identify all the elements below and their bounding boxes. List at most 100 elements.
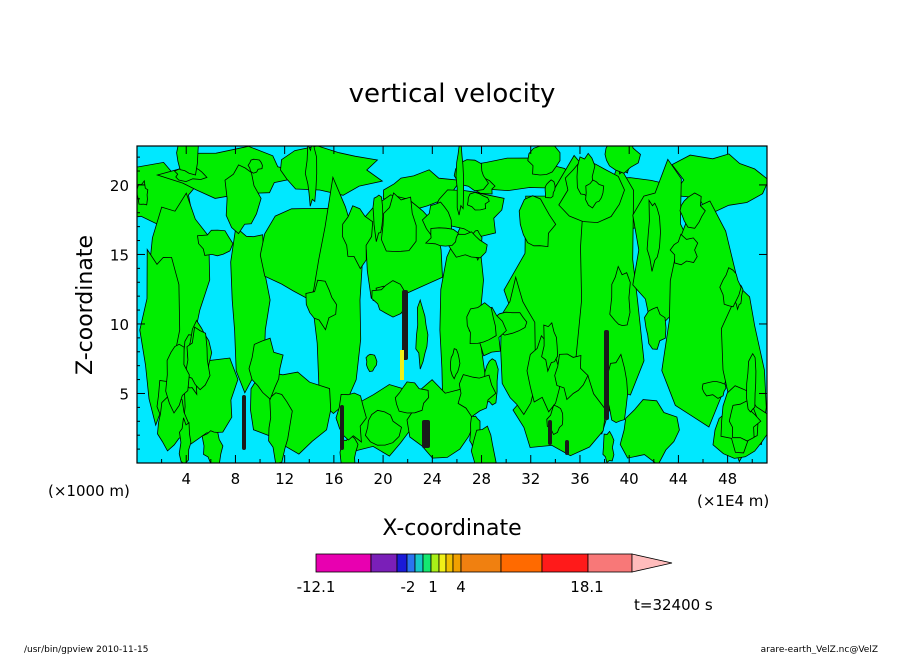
time-label: t=32400 s <box>634 596 713 614</box>
y-tick-label: 15 <box>110 246 129 264</box>
positive-region <box>679 192 706 229</box>
positive-region <box>604 146 641 174</box>
strong-updraft <box>402 290 408 360</box>
x-tick-label: 8 <box>231 470 241 488</box>
positive-region <box>165 343 190 414</box>
positive-region <box>644 306 667 350</box>
x-tick-label: 32 <box>521 470 540 488</box>
positive-region <box>339 434 359 463</box>
positive-region <box>176 146 199 176</box>
colorbar-segment <box>396 553 408 573</box>
positive-region <box>719 267 742 308</box>
y-tick-label: 20 <box>110 177 129 195</box>
colorbar-extend-arrow <box>631 553 673 573</box>
colorbar-label-max: 18.1 <box>570 578 603 596</box>
strong-updraft <box>242 395 246 450</box>
positive-region <box>371 280 407 318</box>
chart-title: vertical velocity <box>349 79 556 109</box>
positive-region <box>178 417 192 463</box>
positive-region <box>365 353 378 373</box>
positive-region <box>669 233 699 266</box>
positive-region <box>701 381 727 399</box>
colorbar-label-neg2: -2 <box>401 578 416 596</box>
x-axis-title: X-coordinate <box>382 516 521 541</box>
positive-region <box>541 321 559 373</box>
x-axis: 4 8 12 16 20 24 28 32 36 40 44 48 <box>161 146 753 488</box>
x-tick-label: 24 <box>423 470 442 488</box>
positive-region <box>619 399 680 463</box>
positive-region <box>394 381 429 414</box>
colorbar-segment <box>370 553 398 573</box>
positive-region <box>500 275 537 416</box>
x-tick-label: 28 <box>472 470 491 488</box>
y-tick-label: 10 <box>110 316 129 334</box>
positive-region <box>268 392 293 463</box>
colorbar-segment <box>587 553 633 573</box>
positive-region <box>304 146 318 207</box>
positive-region <box>201 430 224 463</box>
colorbar-segment <box>422 553 432 573</box>
colorbar-segment <box>460 553 502 573</box>
positive-region <box>554 353 589 401</box>
velocity-field <box>137 146 767 463</box>
positive-region <box>470 425 497 463</box>
positive-region <box>415 298 429 370</box>
colorbar-label-4: 4 <box>456 578 466 596</box>
x-unit-left: (×1000 m) <box>48 482 130 500</box>
strong-updraft <box>340 405 344 450</box>
colorbar-segment <box>541 553 589 573</box>
x-tick-label: 16 <box>324 470 343 488</box>
positive-region <box>518 195 557 248</box>
max-updraft <box>400 350 404 380</box>
positive-region <box>184 326 211 391</box>
strong-updraft <box>604 330 609 420</box>
strong-updraft <box>565 440 569 455</box>
colorbar-label-1: 1 <box>428 578 438 596</box>
positive-region <box>457 374 497 418</box>
positive-region <box>466 191 490 211</box>
y-axis: 5 10 15 20 <box>110 156 767 450</box>
x-unit-right: (×1E4 m) <box>697 492 769 510</box>
y-axis-title: Z-coordinate <box>73 235 98 375</box>
plot-frame <box>136 145 768 464</box>
positive-region <box>342 205 374 270</box>
positive-region <box>173 166 208 183</box>
positive-region <box>602 430 615 463</box>
colorbar-segment <box>500 553 543 573</box>
x-tick-label: 48 <box>718 470 737 488</box>
colorbar-segment <box>445 553 454 573</box>
positive-region <box>455 146 465 216</box>
x-tick-label: 36 <box>570 470 589 488</box>
x-tick-label: 40 <box>620 470 639 488</box>
x-tick-label: 20 <box>374 470 393 488</box>
positive-region <box>280 146 384 196</box>
positive-region <box>646 198 661 272</box>
colorbar-segment <box>414 553 424 573</box>
colorbar-segment <box>315 553 372 573</box>
positive-region <box>466 302 497 345</box>
y-tick-label: 5 <box>119 385 129 403</box>
positive-region <box>197 229 234 257</box>
positive-region <box>364 409 402 446</box>
positive-region <box>224 164 262 235</box>
positive-region <box>671 153 767 216</box>
positive-region <box>247 158 263 174</box>
footer-right: arare-earth_VelZ.nc@VelZ <box>761 645 878 654</box>
colorbar-label-min: -12.1 <box>297 578 336 596</box>
colorbar-segment <box>430 553 440 573</box>
x-tick-label: 12 <box>275 470 294 488</box>
colorbar <box>315 553 673 573</box>
positive-region <box>527 146 561 176</box>
footer-left: /usr/bin/gpview 2010-11-15 <box>24 645 148 654</box>
positive-region <box>544 179 556 199</box>
colorbar-segment <box>406 553 416 573</box>
x-tick-label: 44 <box>669 470 688 488</box>
positive-region <box>424 227 459 247</box>
positive-region <box>372 194 384 242</box>
strong-updraft <box>422 420 430 448</box>
positive-region <box>248 337 284 400</box>
positive-region <box>380 192 417 252</box>
positive-region <box>609 265 631 327</box>
strong-updraft <box>548 420 552 445</box>
